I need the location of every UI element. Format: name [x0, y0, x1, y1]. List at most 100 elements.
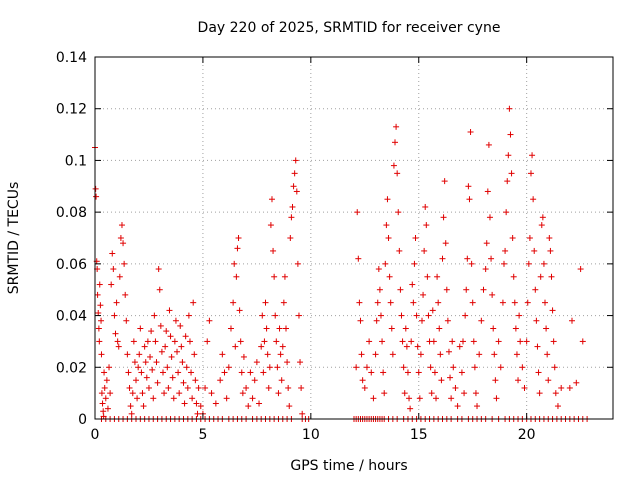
- data-point: [225, 364, 232, 371]
- data-point: [444, 317, 451, 324]
- data-point: [145, 384, 152, 391]
- data-point: [502, 247, 509, 254]
- data-point: [462, 312, 469, 319]
- data-point: [221, 369, 228, 376]
- data-point: [427, 364, 434, 371]
- data-point: [388, 325, 395, 332]
- data-point: [278, 377, 285, 384]
- data-point: [197, 403, 204, 410]
- data-point: [168, 353, 175, 360]
- data-point: [180, 379, 187, 386]
- data-point: [260, 369, 267, 376]
- data-point: [363, 364, 370, 371]
- data-point: [435, 299, 442, 306]
- data-point: [375, 266, 382, 273]
- data-point: [354, 209, 361, 216]
- data-point: [535, 369, 542, 376]
- data-point: [169, 374, 176, 381]
- data-point: [456, 343, 463, 350]
- data-point: [579, 338, 586, 345]
- data-point: [95, 309, 102, 316]
- x-tick-label: 15: [410, 427, 428, 443]
- data-point: [99, 400, 106, 407]
- data-point: [212, 400, 219, 407]
- data-point: [182, 333, 189, 340]
- data-point: [188, 369, 195, 376]
- data-point: [384, 196, 391, 203]
- data-point: [503, 209, 510, 216]
- data-point: [400, 364, 407, 371]
- data-point: [450, 364, 457, 371]
- data-point: [147, 353, 154, 360]
- data-point: [401, 390, 408, 397]
- data-point: [420, 291, 427, 298]
- data-point: [526, 235, 533, 241]
- data-point: [445, 348, 452, 355]
- data-point: [478, 317, 485, 324]
- data-point: [466, 196, 473, 203]
- data-point: [480, 286, 487, 293]
- data-point: [366, 338, 373, 345]
- data-point: [149, 366, 156, 373]
- data-point: [267, 222, 274, 229]
- data-point: [98, 317, 105, 324]
- data-point: [538, 222, 545, 229]
- data-point: [394, 170, 401, 177]
- data-point: [129, 390, 136, 397]
- data-point: [236, 307, 243, 314]
- data-point: [383, 222, 390, 229]
- data-point: [127, 403, 134, 410]
- data-point: [529, 152, 536, 159]
- data-point: [377, 312, 384, 319]
- data-point: [208, 390, 215, 397]
- data-point: [491, 351, 498, 358]
- data-point: [483, 240, 490, 247]
- y-tick-label: 0.06: [56, 257, 87, 273]
- data-point: [431, 369, 438, 376]
- data-point: [513, 351, 520, 358]
- data-point: [530, 196, 537, 203]
- data-point: [551, 364, 558, 371]
- data-point: [281, 273, 288, 280]
- data-point: [492, 377, 499, 384]
- data-point: [554, 403, 561, 410]
- data-point: [184, 384, 191, 391]
- data-point: [429, 307, 436, 314]
- data-point: [156, 286, 163, 293]
- data-point: [516, 312, 523, 319]
- data-point: [153, 359, 160, 366]
- data-point: [298, 384, 305, 391]
- data-point: [109, 250, 116, 257]
- data-point: [118, 222, 125, 229]
- data-point: [231, 260, 238, 267]
- data-point: [122, 291, 129, 298]
- data-point: [138, 369, 145, 376]
- data-point: [217, 377, 224, 384]
- data-point: [488, 255, 495, 262]
- data-point: [276, 325, 283, 332]
- data-point: [178, 343, 185, 350]
- data-point: [493, 395, 500, 402]
- data-point: [247, 369, 254, 376]
- data-point: [96, 281, 103, 288]
- data-point: [454, 403, 461, 410]
- data-point: [121, 260, 128, 267]
- data-point: [135, 364, 142, 371]
- data-point: [166, 307, 173, 314]
- data-point: [546, 235, 553, 241]
- data-point: [465, 183, 472, 190]
- data-point: [280, 299, 287, 306]
- data-point: [543, 325, 550, 332]
- data-point: [233, 273, 240, 280]
- data-point: [264, 351, 271, 358]
- data-point: [532, 286, 539, 293]
- data-point: [523, 338, 530, 345]
- data-point: [186, 338, 193, 345]
- data-point: [495, 338, 502, 345]
- data-point: [464, 255, 471, 262]
- data-point: [430, 338, 437, 345]
- data-point: [414, 343, 421, 350]
- data-point: [238, 369, 245, 376]
- data-point: [115, 343, 122, 350]
- data-point: [167, 333, 174, 340]
